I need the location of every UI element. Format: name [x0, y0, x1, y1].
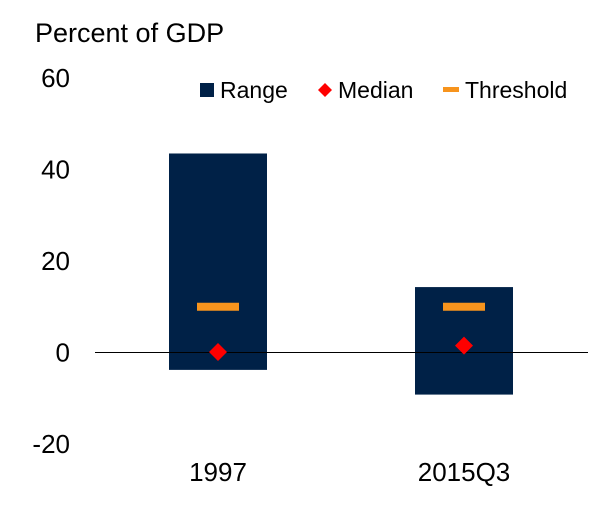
legend-threshold-label: Threshold — [465, 77, 567, 103]
y-tick-label: 60 — [41, 63, 70, 93]
legend-range-label: Range — [220, 77, 288, 103]
legend-median-swatch — [318, 83, 332, 97]
range-bar — [169, 153, 267, 370]
x-tick-labels: 1997 2015Q3 — [189, 457, 510, 487]
legend-threshold-swatch — [443, 87, 459, 92]
x-tick-label: 2015Q3 — [418, 457, 511, 487]
y-tick-labels: 60 40 20 0 -20 — [32, 63, 70, 459]
y-tick-label: -20 — [32, 429, 70, 459]
legend-range-swatch — [200, 83, 214, 97]
y-axis-label: Percent of GDP — [35, 18, 224, 48]
threshold-mark — [443, 302, 485, 311]
y-tick-label: 0 — [56, 338, 70, 368]
y-tick-label: 40 — [41, 155, 70, 185]
median-marker — [209, 343, 227, 362]
median-marker — [455, 336, 473, 355]
median-markers — [209, 336, 473, 362]
threshold-mark — [197, 302, 239, 311]
legend: Range Median Threshold — [200, 77, 567, 103]
x-tick-label: 1997 — [189, 457, 247, 487]
threshold-marks — [197, 302, 485, 311]
legend-median-label: Median — [338, 77, 413, 103]
y-tick-label: 20 — [41, 246, 70, 276]
